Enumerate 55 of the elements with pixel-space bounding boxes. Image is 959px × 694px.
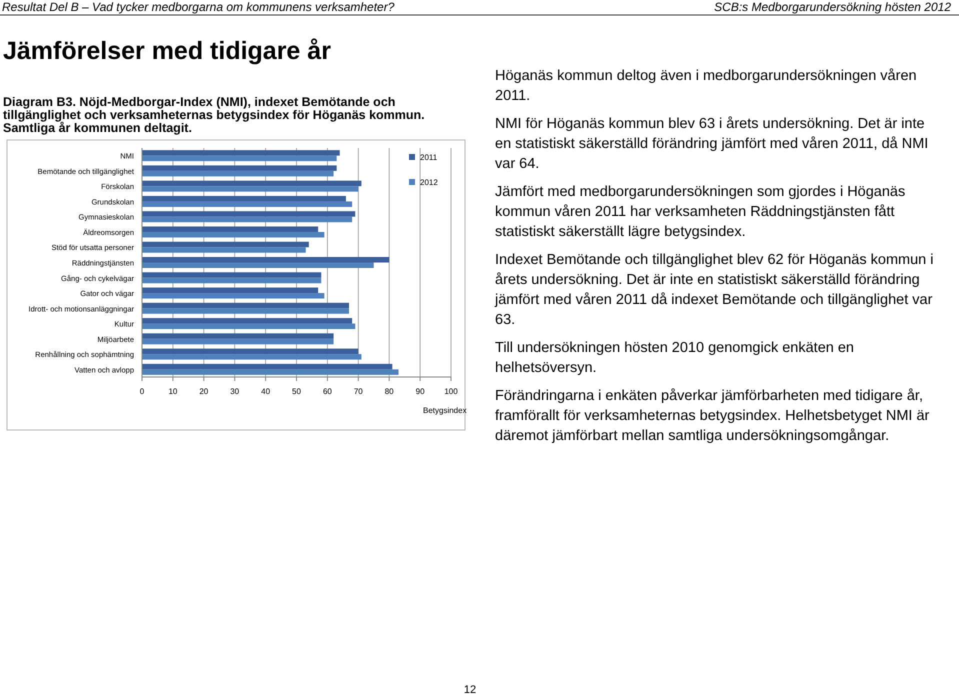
text: Resultat Del B – Vad tycker medborgarna om kommunens verksamheter? [2, 0, 395, 14]
bar [142, 348, 358, 354]
x-tick-label: 0 [140, 387, 145, 396]
bar [142, 262, 374, 268]
x-tick-label: 10 [168, 387, 178, 396]
x-axis-title: Betygsindex [423, 406, 467, 415]
bar [142, 338, 334, 344]
bar [142, 278, 322, 284]
text: Indexet Bemötande och tillgänglighet blev 62 för Höganäs kommun i årets undersökning. Det är inte en statistiskt säkerställd förändring jämfört med våren 2011 då indexet Bemötande och tillgänglighet var 63. [494, 252, 934, 328]
bar [142, 293, 324, 299]
x-tick-label: 100 [444, 387, 458, 396]
bar [142, 302, 350, 308]
bar [142, 288, 318, 294]
text: Till undersökningen hösten 2010 genomgick enkäten en helhetsöversyn. [495, 340, 854, 376]
bar [142, 211, 356, 217]
bar [142, 318, 352, 324]
text: Höganäs kommun deltog även i medborgarundersökningen våren 2011. [495, 68, 917, 104]
bar [142, 308, 350, 314]
x-tick-label: 40 [261, 387, 271, 396]
bar [142, 165, 337, 171]
text: 12 [464, 684, 476, 694]
bar [142, 354, 362, 360]
x-tick-label: 80 [384, 387, 394, 396]
bar [142, 201, 352, 207]
bar [142, 242, 309, 248]
bar [142, 180, 362, 186]
bar [142, 232, 324, 238]
x-tick-label: 50 [292, 387, 302, 396]
x-tick-label: 60 [322, 387, 332, 396]
x-tick-label: 70 [354, 387, 364, 396]
chart-title: Diagram B3. Nöjd-Medborgar-Index (NMI), indexet Bemötande och tillgänglighet och verksamheternas betygsindex för Höganäs kommun. Samtliga år kommunen deltagit. [3, 95, 425, 135]
bar [142, 170, 334, 176]
bar [142, 156, 337, 162]
bar [142, 272, 322, 278]
bar [142, 150, 340, 156]
text: Jämfört med medborgarundersökningen som gjordes i Höganäs kommun våren 2011 har verksamheten Räddningstjänsten fått statistiskt säkerställt lägre betygsindex. [495, 184, 906, 240]
text: Jämförelser med tidigare år [3, 37, 332, 65]
bar [142, 196, 346, 202]
x-tick-label: 30 [230, 387, 240, 396]
bar [142, 364, 392, 370]
legend-label: 2012 [420, 178, 438, 187]
bar [142, 369, 398, 375]
bar [142, 226, 318, 232]
bar [142, 324, 356, 330]
legend-label: 2011 [420, 153, 438, 162]
text: NMI för Höganäs kommun blev 63 i årets undersökning. Det är inte en statistiskt säkerställd förändring jämfört med våren 2011, då NMI var 64. [495, 116, 928, 172]
bar [142, 247, 306, 253]
bar [142, 216, 352, 222]
x-tick-label: 20 [199, 387, 209, 396]
x-tick-label: 90 [416, 387, 426, 396]
bar [142, 333, 334, 339]
text: Förändringarna i enkäten påverkar jämförbarheten med tidigare år, framförallt för verksamheternas betygsindex. Helhetsbetyget NMI är däremot jämförbart mellan samtliga undersökningsomgångar. [495, 388, 930, 444]
text: SCB:s Medborgarundersökning hösten 2012 [714, 0, 952, 14]
bar [142, 257, 390, 262]
bar [142, 186, 358, 192]
